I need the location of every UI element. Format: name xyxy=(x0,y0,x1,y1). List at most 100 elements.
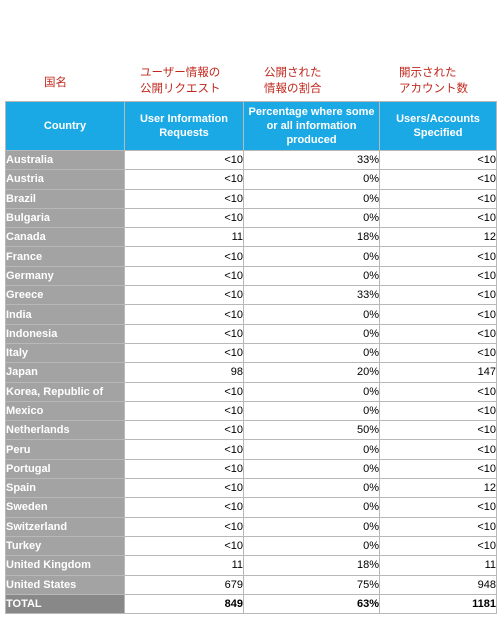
accounts-cell: <10 xyxy=(379,207,497,229)
header-row: Country User Information Requests Percen… xyxy=(5,101,497,151)
requests-cell: <10 xyxy=(124,497,244,518)
percentage-cell: 0% xyxy=(243,188,380,209)
accounts-cell: <10 xyxy=(379,400,497,422)
percentage-cell: 33% xyxy=(243,285,380,306)
total-accounts: 1181 xyxy=(379,593,497,615)
country-cell: Peru xyxy=(5,439,125,460)
requests-cell: 11 xyxy=(124,555,244,576)
japanese-column-headers: 国名 ユーザー情報の 公開リクエスト 公開された 情報の割合 開示された アカウ… xyxy=(0,0,504,100)
table-row: Sweden <10 0% <10 xyxy=(5,497,497,518)
requests-cell: <10 xyxy=(124,285,244,306)
percentage-cell: 20% xyxy=(243,362,380,383)
country-cell: Mexico xyxy=(5,400,125,422)
percentage-cell: 18% xyxy=(243,555,380,576)
accounts-cell: <10 xyxy=(379,285,497,306)
requests-cell: 679 xyxy=(124,574,244,595)
jp-header-requests: ユーザー情報の 公開リクエスト xyxy=(140,65,221,95)
accounts-cell: <10 xyxy=(379,188,497,209)
country-cell: Sweden xyxy=(5,497,125,518)
table-row: Brazil <10 0% <10 xyxy=(5,188,497,209)
requests-cell: <10 xyxy=(124,342,244,364)
requests-cell: <10 xyxy=(124,381,244,402)
table-row: Bulgaria <10 0% <10 xyxy=(5,207,497,229)
accounts-cell: <10 xyxy=(379,342,497,364)
requests-cell: <10 xyxy=(124,439,244,460)
table-row: United Kingdom 11 18% 11 xyxy=(5,555,497,576)
requests-cell: <10 xyxy=(124,420,244,441)
requests-cell: <10 xyxy=(124,207,244,229)
requests-cell: <10 xyxy=(124,246,244,267)
accounts-cell: 147 xyxy=(379,362,497,383)
accounts-cell: <10 xyxy=(379,149,497,171)
jp-header-accounts: 開示された アカウント数 xyxy=(399,65,468,95)
percentage-cell: 0% xyxy=(243,169,380,190)
country-cell: Indonesia xyxy=(5,323,125,344)
table-row: Mexico <10 0% <10 xyxy=(5,400,497,422)
table-row: Netherlands <10 50% <10 xyxy=(5,420,497,441)
country-cell: Bulgaria xyxy=(5,207,125,229)
percentage-cell: 33% xyxy=(243,149,380,171)
user-information-requests-table: Country User Information Requests Percen… xyxy=(5,101,497,615)
requests-cell: 11 xyxy=(124,227,244,248)
percentage-cell: 0% xyxy=(243,265,380,287)
table-row: India <10 0% <10 xyxy=(5,304,497,325)
table-header: Country User Information Requests Percen… xyxy=(5,101,497,151)
percentage-cell: 0% xyxy=(243,535,380,557)
table-row: Canada 11 18% 12 xyxy=(5,227,497,248)
accounts-cell: <10 xyxy=(379,458,497,480)
column-header-country: Country xyxy=(5,101,125,151)
accounts-cell: <10 xyxy=(379,497,497,518)
table-row: Indonesia <10 0% <10 xyxy=(5,323,497,344)
accounts-cell: <10 xyxy=(379,420,497,441)
accounts-cell: <10 xyxy=(379,265,497,287)
table-row: Switzerland <10 0% <10 xyxy=(5,516,497,537)
percentage-cell: 0% xyxy=(243,342,380,364)
country-cell: Spain xyxy=(5,478,125,499)
table-row: United States 679 75% 948 xyxy=(5,574,497,595)
country-cell: Canada xyxy=(5,227,125,248)
percentage-cell: 0% xyxy=(243,478,380,499)
country-cell: Germany xyxy=(5,265,125,287)
country-cell: Korea, Republic of xyxy=(5,381,125,402)
table-row: Italy <10 0% <10 xyxy=(5,342,497,364)
table-row: Portugal <10 0% <10 xyxy=(5,458,497,480)
table-row: Spain <10 0% 12 xyxy=(5,478,497,499)
table-row: Australia <10 33% <10 xyxy=(5,149,497,171)
table-body: Australia <10 33% <10 Austria <10 0% <10 Brazil <… xyxy=(5,149,497,595)
table-row: Germany <10 0% <10 xyxy=(5,265,497,287)
country-cell: Turkey xyxy=(5,535,125,557)
accounts-cell: <10 xyxy=(379,304,497,325)
accounts-cell: 12 xyxy=(379,478,497,499)
requests-cell: <10 xyxy=(124,169,244,190)
accounts-cell: 12 xyxy=(379,227,497,248)
percentage-cell: 0% xyxy=(243,304,380,325)
percentage-cell: 0% xyxy=(243,381,380,402)
column-header-accounts: Users/Accounts Specified xyxy=(379,101,497,151)
accounts-cell: <10 xyxy=(379,439,497,460)
table-footer: TOTAL 849 63% 1181 xyxy=(5,593,497,615)
requests-cell: <10 xyxy=(124,400,244,422)
accounts-cell: <10 xyxy=(379,323,497,344)
country-cell: Greece xyxy=(5,285,125,306)
accounts-cell: <10 xyxy=(379,169,497,190)
country-cell: Australia xyxy=(5,149,125,171)
country-cell: Austria xyxy=(5,169,125,190)
table-row: Japan 98 20% 147 xyxy=(5,362,497,383)
country-cell: Japan xyxy=(5,362,125,383)
percentage-cell: 50% xyxy=(243,420,380,441)
percentage-cell: 0% xyxy=(243,207,380,229)
requests-cell: <10 xyxy=(124,478,244,499)
table-row: Peru <10 0% <10 xyxy=(5,439,497,460)
accounts-cell: 11 xyxy=(379,555,497,576)
jp-header-percentage: 公開された 情報の割合 xyxy=(264,65,322,95)
accounts-cell: <10 xyxy=(379,535,497,557)
total-requests: 849 xyxy=(124,593,244,615)
table-row: Korea, Republic of <10 0% <10 xyxy=(5,381,497,402)
requests-cell: <10 xyxy=(124,535,244,557)
accounts-cell: <10 xyxy=(379,246,497,267)
percentage-cell: 0% xyxy=(243,497,380,518)
country-cell: United States xyxy=(5,574,125,595)
country-cell: India xyxy=(5,304,125,325)
table-row: France <10 0% <10 xyxy=(5,246,497,267)
total-label: TOTAL xyxy=(5,593,125,615)
